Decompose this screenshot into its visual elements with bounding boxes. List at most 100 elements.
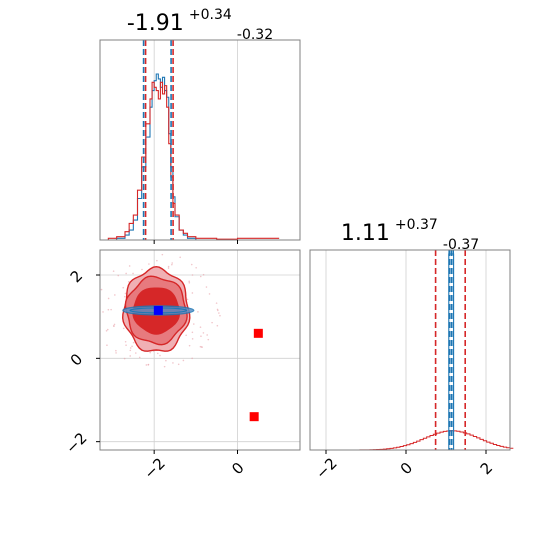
scatter-point (200, 335, 202, 338)
scatter-point (165, 359, 167, 362)
title-median: 1.11 (341, 221, 390, 246)
title-minus: -0.37 (443, 237, 479, 253)
scatter-point (113, 325, 115, 327)
scatter-point (192, 323, 195, 325)
scatter-point (167, 267, 170, 269)
scatter-point (129, 347, 132, 349)
scatter-point (100, 288, 103, 291)
histogram-series-1 (107, 81, 280, 240)
scatter-point (179, 256, 181, 259)
title-minus: -0.32 (237, 27, 273, 43)
scatter-point (112, 270, 115, 272)
scatter-point (199, 275, 202, 278)
scatter-point (163, 365, 166, 368)
scatter-point (131, 345, 133, 348)
scatter-point (191, 292, 194, 294)
x-tick-label: 0 (228, 459, 247, 478)
scatter-point (110, 308, 112, 311)
scatter-point (206, 334, 208, 336)
scatter-point (156, 352, 159, 355)
scatter-point (145, 364, 148, 366)
scatter-point (172, 362, 174, 364)
scatter-point (171, 262, 174, 264)
scatter-point (191, 331, 194, 334)
histogram-series-red (310, 430, 514, 451)
scatter-point (191, 274, 194, 276)
scatter-point (216, 308, 219, 311)
scatter-point (202, 332, 205, 334)
x-tick-label: −2 (312, 454, 340, 482)
x-tick-label: −2 (140, 454, 168, 482)
scatter-point (182, 359, 185, 362)
scatter-point (207, 338, 210, 341)
scatter-point (117, 274, 120, 277)
panel-frame (99, 249, 301, 451)
title-plus: +0.37 (395, 217, 438, 233)
scatter-point (124, 295, 126, 298)
scatter-point (124, 292, 127, 295)
scatter-point (219, 314, 221, 317)
panel-bottom-right: −2 0 2 (309, 249, 514, 483)
scatter-point (107, 297, 110, 300)
scatter-point (195, 266, 197, 269)
scatter-point (107, 308, 110, 311)
scatter-point (202, 273, 205, 276)
scatter-point (106, 344, 108, 346)
scatter-point (216, 324, 219, 327)
scatter-point (185, 334, 187, 337)
scatter-point (188, 281, 191, 284)
scatter-point (123, 357, 126, 360)
title-plus: +0.34 (189, 7, 232, 23)
scatter-point (177, 363, 180, 366)
scatter-point (125, 344, 127, 347)
scatter-point (105, 329, 108, 332)
scatter-point (127, 281, 130, 283)
scatter-point (208, 293, 211, 295)
scatter-point (129, 355, 132, 357)
scatter-point (215, 302, 218, 304)
scatter-point (132, 341, 135, 344)
scatter-point (149, 351, 151, 354)
y-tick-label: 0 (67, 350, 86, 369)
scatter-point (188, 280, 190, 283)
scatter-point (147, 364, 150, 366)
scatter-point (148, 263, 150, 265)
scatter-point (205, 286, 208, 288)
scatter-point (115, 352, 117, 354)
marker (253, 328, 263, 338)
scatter-point (134, 352, 137, 354)
scatter-point (188, 344, 191, 347)
panel-bottom-left: −2 0 −2 0 2 (62, 249, 301, 483)
scatter-point (186, 298, 189, 301)
panel-bottom-right-title: 1.11 +0.37 -0.37 (341, 214, 479, 253)
x-tick-label: 2 (477, 459, 496, 478)
scatter-point (218, 312, 220, 314)
scatter-point (190, 263, 193, 266)
scatter-point (128, 265, 131, 267)
scatter-point (125, 272, 127, 275)
y-tick-label: −2 (62, 429, 90, 457)
scatter-point (191, 357, 193, 360)
scatter-point (199, 326, 202, 328)
scatter-point (106, 328, 109, 331)
scatter-point (132, 272, 134, 275)
scatter-point (129, 349, 132, 352)
scatter-point (171, 263, 173, 266)
panel-top-left (99, 39, 301, 244)
scatter-point (211, 321, 213, 324)
y-tick-label: 2 (67, 267, 86, 286)
scatter-point (115, 349, 117, 352)
scatter-point (167, 265, 170, 268)
panel-frame (99, 39, 301, 241)
scatter-point (122, 327, 125, 330)
scatter-point (161, 253, 164, 256)
x-tick-label: 0 (397, 459, 416, 478)
scatter-point (201, 346, 203, 348)
scatter-point (113, 323, 116, 326)
scatter-point (156, 259, 158, 262)
panel-top-left-title: -1.91 +0.34 -0.32 (127, 4, 273, 43)
title-median: -1.91 (127, 11, 184, 36)
scatter-point (138, 356, 141, 359)
scatter-point (124, 340, 127, 343)
